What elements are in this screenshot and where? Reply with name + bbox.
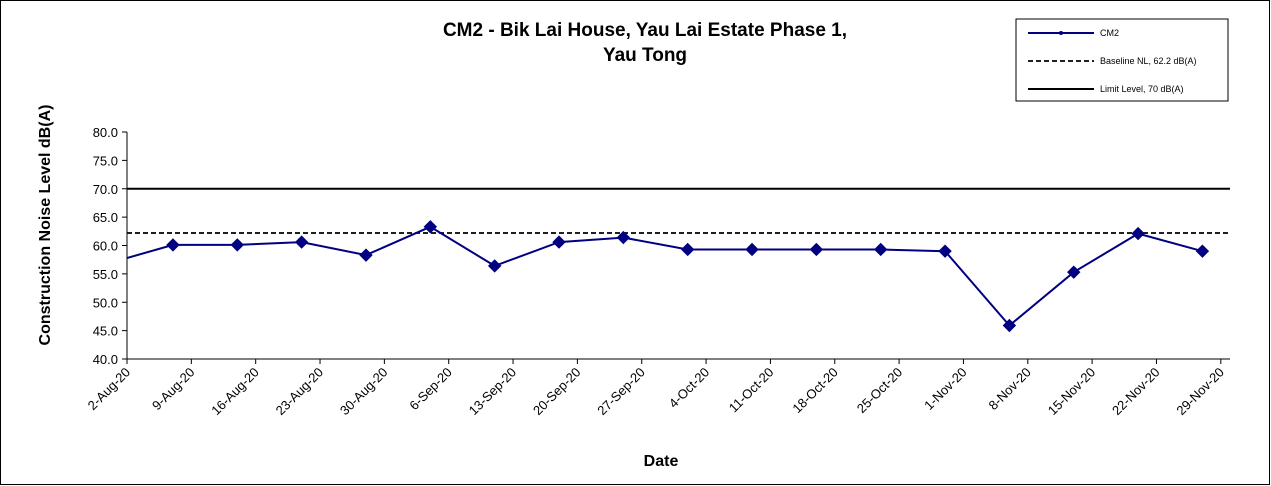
data-point: [294, 235, 309, 249]
data-point: [809, 242, 824, 257]
data-point: [230, 238, 245, 252]
data-point: [680, 242, 695, 257]
y-tick-label: 50.0: [93, 295, 118, 310]
y-tick-label: 60.0: [93, 239, 118, 254]
series-line-cm2: [126, 225, 1203, 327]
y-tick-label: 45.0: [93, 324, 118, 339]
data-point: [745, 242, 759, 257]
data-point: [874, 242, 888, 257]
data-point: [423, 220, 438, 234]
y-tick-label: 75.0: [93, 153, 118, 168]
legend-label-limit: Limit Level, 70 dB(A): [1100, 84, 1184, 94]
data-point: [166, 238, 180, 252]
data-point: [552, 235, 566, 249]
chart-title-line-2: Yau Tong: [603, 45, 687, 66]
y-tick-label: 40.0: [93, 352, 118, 367]
data-point: [1067, 265, 1081, 279]
x-axis-label: Date: [644, 453, 679, 470]
y-tick-label: 55.0: [93, 267, 118, 282]
data-point: [359, 248, 373, 262]
y-tick-label: 80.0: [93, 125, 118, 140]
data-point: [938, 244, 952, 258]
legend: CM2 Baseline NL, 62.2 dB(A) Limit Level,…: [1015, 18, 1229, 102]
data-point: [1131, 226, 1145, 241]
chart-title-line-1: CM2 - Bik Lai House, Yau Lai Estate Phas…: [443, 20, 847, 41]
data-point: [1195, 244, 1210, 258]
data-point: [1002, 318, 1017, 333]
data-point: [487, 259, 502, 273]
legend-label-baseline: Baseline NL, 62.2 dB(A): [1100, 56, 1197, 66]
data-point: [616, 230, 631, 245]
y-tick-label: 65.0: [93, 210, 118, 225]
legend-label-cm2: CM2: [1100, 28, 1119, 38]
y-tick-label: 70.0: [93, 182, 118, 197]
y-axis-label: Construction Noise Level dB(A): [37, 105, 54, 346]
legend-marker-cm2: [1059, 31, 1063, 35]
